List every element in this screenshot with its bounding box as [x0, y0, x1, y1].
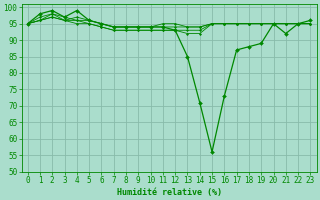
- X-axis label: Humidité relative (%): Humidité relative (%): [116, 188, 221, 197]
